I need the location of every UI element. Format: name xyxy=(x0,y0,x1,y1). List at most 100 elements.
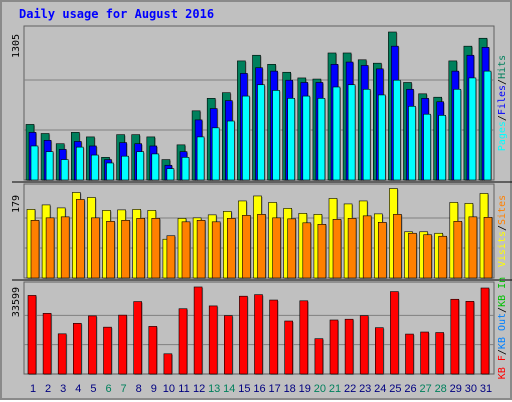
sites-bar xyxy=(287,218,297,279)
day-label: 27 xyxy=(419,383,431,395)
pages-bar xyxy=(91,154,99,181)
visits-legend-item: Sites xyxy=(497,195,508,225)
pages-bar xyxy=(408,105,416,181)
sites-bar xyxy=(393,214,402,279)
pages-bar xyxy=(483,70,492,181)
kbytes-bar xyxy=(88,315,97,375)
day-label: 22 xyxy=(344,383,356,395)
pages-bar xyxy=(60,159,69,181)
day-label: 16 xyxy=(253,383,265,395)
visits-legend-item: Visits xyxy=(497,231,508,267)
kbytes-bar xyxy=(103,326,112,375)
hits-legend: Pages/Files/Hits xyxy=(497,55,508,151)
kbytes-bar xyxy=(390,291,399,375)
pages-bar xyxy=(76,146,84,181)
kbytes-bar xyxy=(254,294,263,375)
pages-bar xyxy=(287,98,296,181)
sites-bar xyxy=(242,215,251,279)
sites-bar xyxy=(257,214,266,279)
pages-bar xyxy=(106,162,114,181)
kbytes-bar xyxy=(480,287,490,375)
kbytes-bar xyxy=(344,318,354,375)
pages-bar xyxy=(302,95,311,181)
day-label: 31 xyxy=(480,383,492,395)
visits-legend: Visits/Sites xyxy=(497,195,508,267)
kbytes-bar xyxy=(42,313,52,375)
pages-bar xyxy=(347,84,356,181)
pages-bar xyxy=(166,168,175,181)
kbytes-bar xyxy=(329,319,339,375)
day-label: 21 xyxy=(329,383,341,395)
kbytes-legend-item: KB In xyxy=(497,277,508,307)
pages-bar xyxy=(257,84,265,181)
sites-bar xyxy=(91,217,100,279)
kbytes-bar xyxy=(405,333,414,375)
day-label: 13 xyxy=(208,383,220,395)
kbytes-bar xyxy=(73,323,82,375)
kbytes-legend-item: KB Out xyxy=(497,313,508,349)
pages-bar xyxy=(30,145,39,181)
kbytes-bar xyxy=(465,301,475,375)
pages-bar xyxy=(151,153,160,181)
sites-bar xyxy=(60,216,70,279)
kbytes-bar xyxy=(239,295,248,375)
day-label: 17 xyxy=(268,383,280,395)
kbytes-legend-item: / xyxy=(497,307,508,313)
pages-bar xyxy=(468,77,477,181)
kbytes-bar xyxy=(299,300,309,375)
sites-bar xyxy=(196,220,206,279)
kbytes-bar xyxy=(148,326,158,375)
hits-ymax-label: 1305 xyxy=(11,34,22,58)
sites-bar xyxy=(181,221,191,279)
pages-bar xyxy=(181,157,190,181)
day-label: 9 xyxy=(151,383,157,395)
kbytes-legend: KB F/KB Out/KB In xyxy=(497,277,508,379)
day-label: 5 xyxy=(90,383,96,395)
day-label: 20 xyxy=(314,383,326,395)
kbytes-bar xyxy=(163,353,173,375)
sites-bar xyxy=(121,220,130,279)
hits-legend-item: Files xyxy=(497,85,508,115)
pages-bar xyxy=(136,151,144,181)
sites-bar xyxy=(211,221,221,279)
visits-ymax-label: 179 xyxy=(11,195,22,213)
sites-bar xyxy=(377,222,387,279)
day-label: 12 xyxy=(193,383,205,395)
hits-legend-item: Pages xyxy=(497,121,508,151)
kbytes-bar xyxy=(118,314,127,375)
sites-bar xyxy=(408,232,417,279)
hits-legend-item: / xyxy=(497,115,508,121)
kbytes-bar xyxy=(224,315,233,375)
visits-legend-item: / xyxy=(497,225,508,231)
pages-bar xyxy=(332,86,341,181)
kbytes-bar xyxy=(314,338,324,375)
day-label: 24 xyxy=(374,383,386,395)
sites-bar xyxy=(45,217,55,279)
day-label: 10 xyxy=(163,383,175,395)
day-label: 29 xyxy=(450,383,462,395)
hits-legend-item: Hits xyxy=(497,55,508,79)
pages-bar xyxy=(121,155,129,181)
day-label: 3 xyxy=(60,383,66,395)
day-label: 8 xyxy=(136,383,142,395)
chart-title: Daily usage for August 2016 xyxy=(19,7,215,21)
day-label: 2 xyxy=(45,383,51,395)
day-label: 25 xyxy=(389,383,401,395)
day-label: 15 xyxy=(238,383,250,395)
pages-bar xyxy=(393,79,401,181)
day-label: 6 xyxy=(105,383,111,395)
day-label: 18 xyxy=(284,383,296,395)
day-label: 26 xyxy=(404,383,416,395)
kbytes-bar xyxy=(420,331,429,375)
pages-bar xyxy=(423,113,431,181)
day-label: 11 xyxy=(178,383,189,395)
day-label: 19 xyxy=(299,383,311,395)
sites-bar xyxy=(347,218,357,279)
day-label: 1 xyxy=(30,383,36,395)
day-label: 30 xyxy=(465,383,477,395)
day-label: 28 xyxy=(435,383,447,395)
kbytes-bar xyxy=(57,333,67,375)
sites-bar xyxy=(302,222,312,279)
